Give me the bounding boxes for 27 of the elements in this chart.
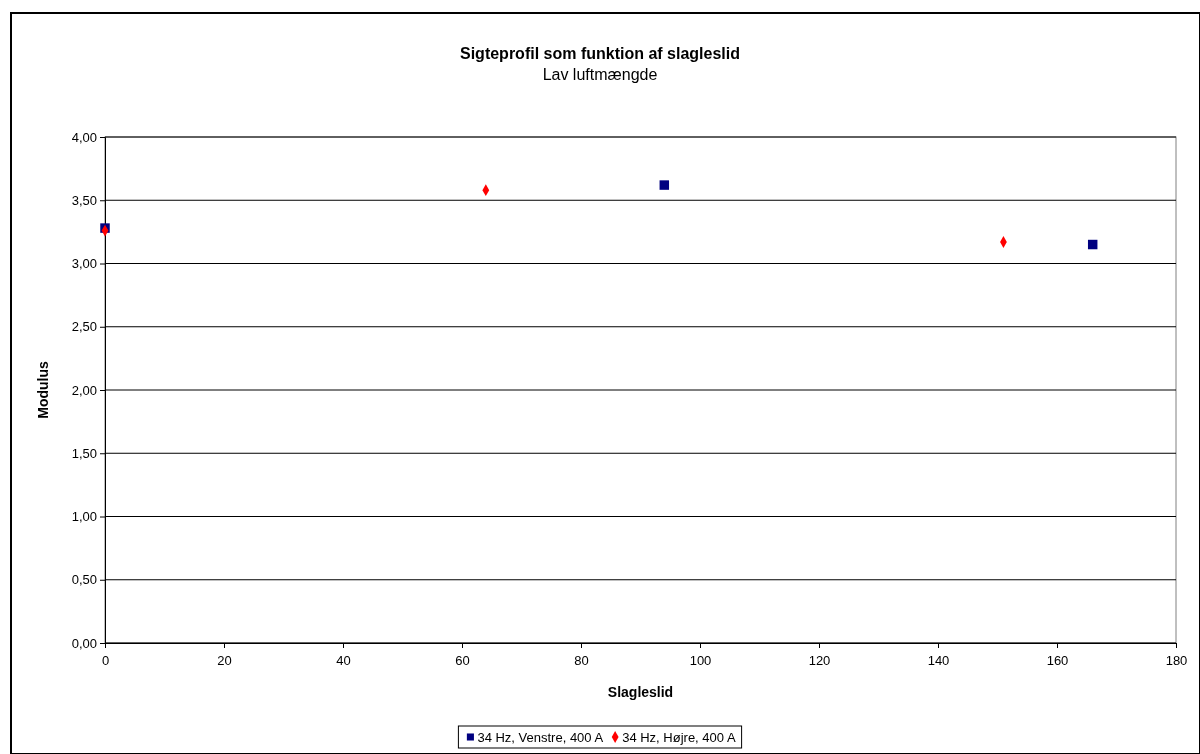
x-axis-title: Slagleslid — [607, 684, 674, 700]
x-tick-label: 80 — [574, 653, 589, 669]
x-tick-label: 20 — [217, 653, 232, 669]
x-tick-label: 100 — [689, 653, 712, 669]
x-tick-label: 180 — [1165, 653, 1188, 669]
y-tick-label: 1,00 — [71, 509, 97, 525]
x-tick-label: 140 — [927, 653, 950, 669]
x-tick-label: 40 — [336, 653, 351, 669]
x-tick-label: 60 — [455, 653, 470, 669]
x-tick-label: 0 — [101, 653, 110, 669]
y-tick-label: 3,00 — [71, 256, 97, 272]
x-tick-label: 120 — [808, 653, 831, 669]
y-tick-label: 4,00 — [71, 129, 97, 145]
chart-subtitle: Lav luftmængde — [542, 66, 658, 83]
y-tick-label: 1,50 — [71, 445, 97, 461]
y-axis-title: Modulus — [35, 361, 51, 419]
y-tick-label: 3,50 — [71, 192, 97, 208]
point — [1087, 239, 1098, 250]
legend-label: 34 Hz, Højre, 400 A — [622, 730, 736, 745]
y-tick-label: 2,50 — [71, 319, 97, 335]
y-tick-label: 2,00 — [71, 382, 97, 398]
x-tick-label: 160 — [1046, 653, 1069, 669]
chart-title: Sigteprofil som funktion af slagleslid — [459, 45, 741, 62]
y-tick-label: 0,50 — [71, 572, 97, 588]
y-tick-label: 0,00 — [71, 635, 97, 651]
legend-label: 34 Hz, Venstre, 400 A — [477, 730, 604, 745]
point — [659, 180, 670, 190]
